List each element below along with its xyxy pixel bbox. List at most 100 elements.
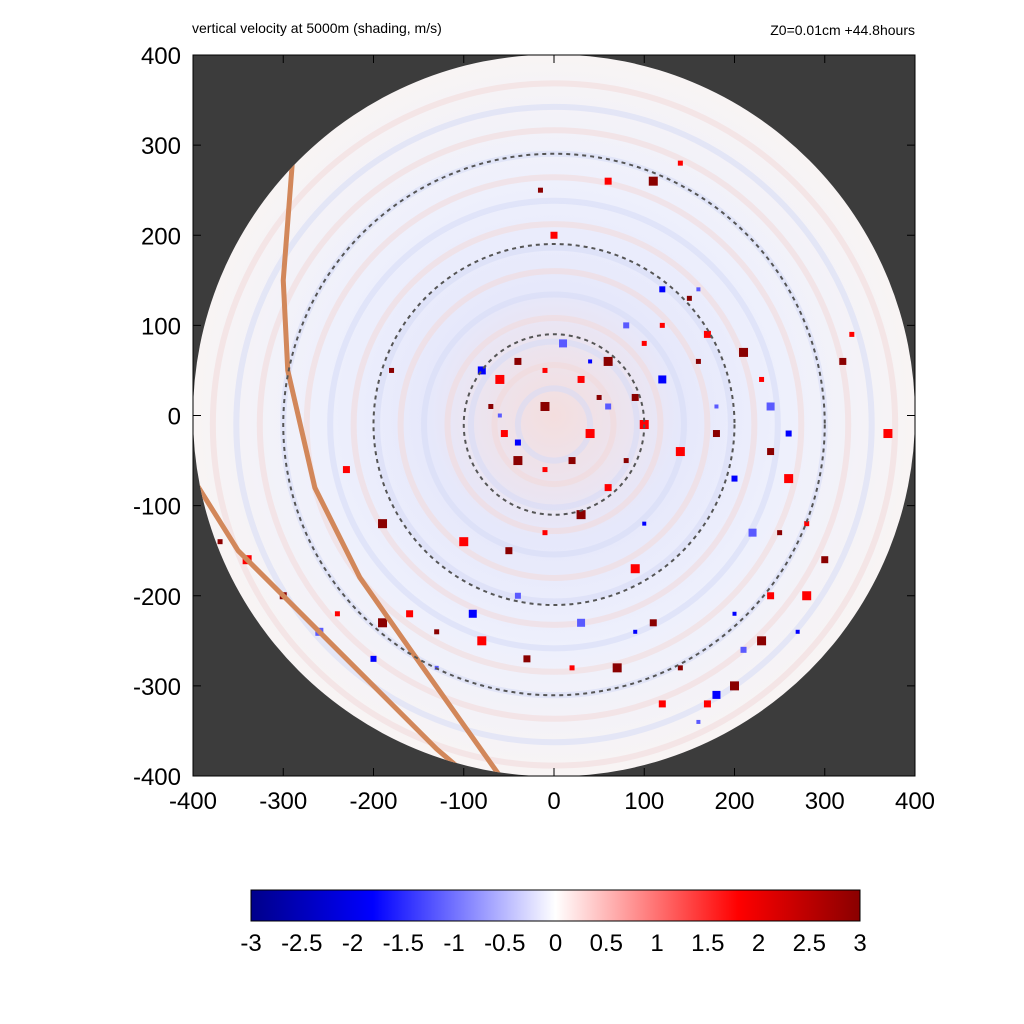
swirl-band xyxy=(397,268,711,581)
downdraft-cell xyxy=(623,322,630,329)
updraft-cell xyxy=(677,160,683,166)
updraft-cell xyxy=(577,375,585,383)
downdraft-cell xyxy=(642,521,647,526)
updraft-cell xyxy=(477,636,487,646)
reference-ring xyxy=(462,333,646,516)
downdraft-cell xyxy=(731,475,738,482)
updraft-cell xyxy=(495,374,505,384)
swirl-band xyxy=(303,174,805,675)
updraft-cell xyxy=(542,530,548,536)
y-tick-label: 100 xyxy=(141,313,181,340)
updraft-cell xyxy=(514,357,522,365)
updraft-cell xyxy=(648,176,658,186)
downdraft-cell xyxy=(588,359,593,364)
updraft-cell xyxy=(767,592,775,600)
y-tick-label: -200 xyxy=(133,584,181,611)
updraft-cell xyxy=(712,430,720,438)
downdraft-cell xyxy=(740,646,747,653)
updraft-cell xyxy=(603,356,613,366)
updraft-cell xyxy=(604,484,612,492)
x-tick-label: 0 xyxy=(547,788,560,815)
y-axis: 400 300 200 100 0 -100 -200 -300 -400 xyxy=(133,43,915,791)
downdraft-cell xyxy=(785,430,792,437)
updraft-cell xyxy=(804,521,810,527)
updraft-cell xyxy=(459,537,469,547)
x-tick-label: 100 xyxy=(624,788,664,815)
updraft-cell xyxy=(550,231,558,239)
x-tick-label: 400 xyxy=(895,788,935,815)
updraft-cell xyxy=(675,447,685,457)
swirl-band xyxy=(233,103,875,746)
colorbar-tick-label: 0 xyxy=(549,930,562,957)
downdraft-cell xyxy=(712,690,721,699)
downdraft-cell xyxy=(477,366,486,375)
downdraft-cell xyxy=(696,719,701,724)
downdraft-cell xyxy=(659,286,666,293)
x-tick-label: 300 xyxy=(805,788,845,815)
updraft-cell xyxy=(434,629,440,635)
colorbar-tick-label: -0.5 xyxy=(484,930,525,957)
updraft-cell xyxy=(342,466,350,474)
x-tick-label: -200 xyxy=(349,788,397,815)
y-tick-label: 0 xyxy=(168,404,181,431)
updraft-cell xyxy=(505,547,513,555)
downdraft-cell xyxy=(497,413,502,418)
downdraft-cell xyxy=(577,618,586,627)
colorbar-tick-label: 2 xyxy=(752,930,765,957)
swirl-band xyxy=(421,291,687,558)
updraft-cell xyxy=(777,530,783,536)
swirl-band xyxy=(374,244,734,605)
colorbar-tick-label: -1 xyxy=(443,930,464,957)
downdraft-cell xyxy=(732,611,737,616)
colorbar-ticks: -3 -2.5 -2 -1.5 -1 -0.5 0 0.5 1 1.5 2 2.5 3 xyxy=(240,930,866,957)
updraft-cell xyxy=(378,519,388,529)
updraft-cell xyxy=(537,187,543,193)
swirl-band xyxy=(467,338,641,511)
colorbar-tick-label: 3 xyxy=(853,930,866,957)
updraft-cell xyxy=(649,619,657,627)
downdraft-cell xyxy=(514,592,521,599)
updraft-cell xyxy=(686,295,692,301)
updraft-cell xyxy=(703,700,711,708)
updraft-cell xyxy=(839,357,847,365)
storm-tracks xyxy=(193,160,503,777)
updraft-cell xyxy=(730,681,739,691)
reference-ring xyxy=(372,243,736,607)
colorbar xyxy=(250,889,861,922)
swirl-band xyxy=(350,221,758,628)
downdraft-cell xyxy=(658,375,667,384)
colorbar-tick-label: -2.5 xyxy=(281,930,322,957)
updraft-cell xyxy=(378,618,388,628)
downdraft-cell xyxy=(605,403,612,410)
updraft-cell xyxy=(612,663,622,673)
y-tick-label: -100 xyxy=(133,494,181,521)
y-tick-label: -300 xyxy=(133,674,181,701)
updraft-cell xyxy=(604,177,612,185)
chart-annotation: Z0=0.01cm +44.8hours xyxy=(770,22,915,38)
updraft-cell xyxy=(217,539,223,545)
colorbar-tick-label: 1.5 xyxy=(691,930,724,957)
chart-title: vertical velocity at 5000m (shading, m/s… xyxy=(192,20,442,36)
velocity-field xyxy=(209,80,899,769)
y-tick-label: -400 xyxy=(133,764,181,791)
updraft-cell xyxy=(500,430,508,438)
colorbar-tick-label: 0.5 xyxy=(590,930,623,957)
updraft-cell xyxy=(513,456,523,466)
swirl-band xyxy=(256,127,852,722)
colorbar-tick-label: 1 xyxy=(650,930,663,957)
x-tick-label: 200 xyxy=(714,788,754,815)
updraft-cell xyxy=(677,665,683,671)
updraft-cell xyxy=(542,467,548,473)
updraft-cell xyxy=(784,474,794,484)
updraft-cell xyxy=(596,394,602,400)
swirl-band xyxy=(209,80,899,769)
updraft-cell xyxy=(631,393,639,401)
colorbar-tick-label: -2 xyxy=(342,930,363,957)
downdraft-cell xyxy=(514,439,521,446)
y-tick-label: 200 xyxy=(141,223,181,250)
updraft-cell xyxy=(703,330,711,338)
swirl-band xyxy=(327,197,781,652)
downdraft-cell xyxy=(370,655,377,662)
updraft-cell xyxy=(641,340,647,346)
